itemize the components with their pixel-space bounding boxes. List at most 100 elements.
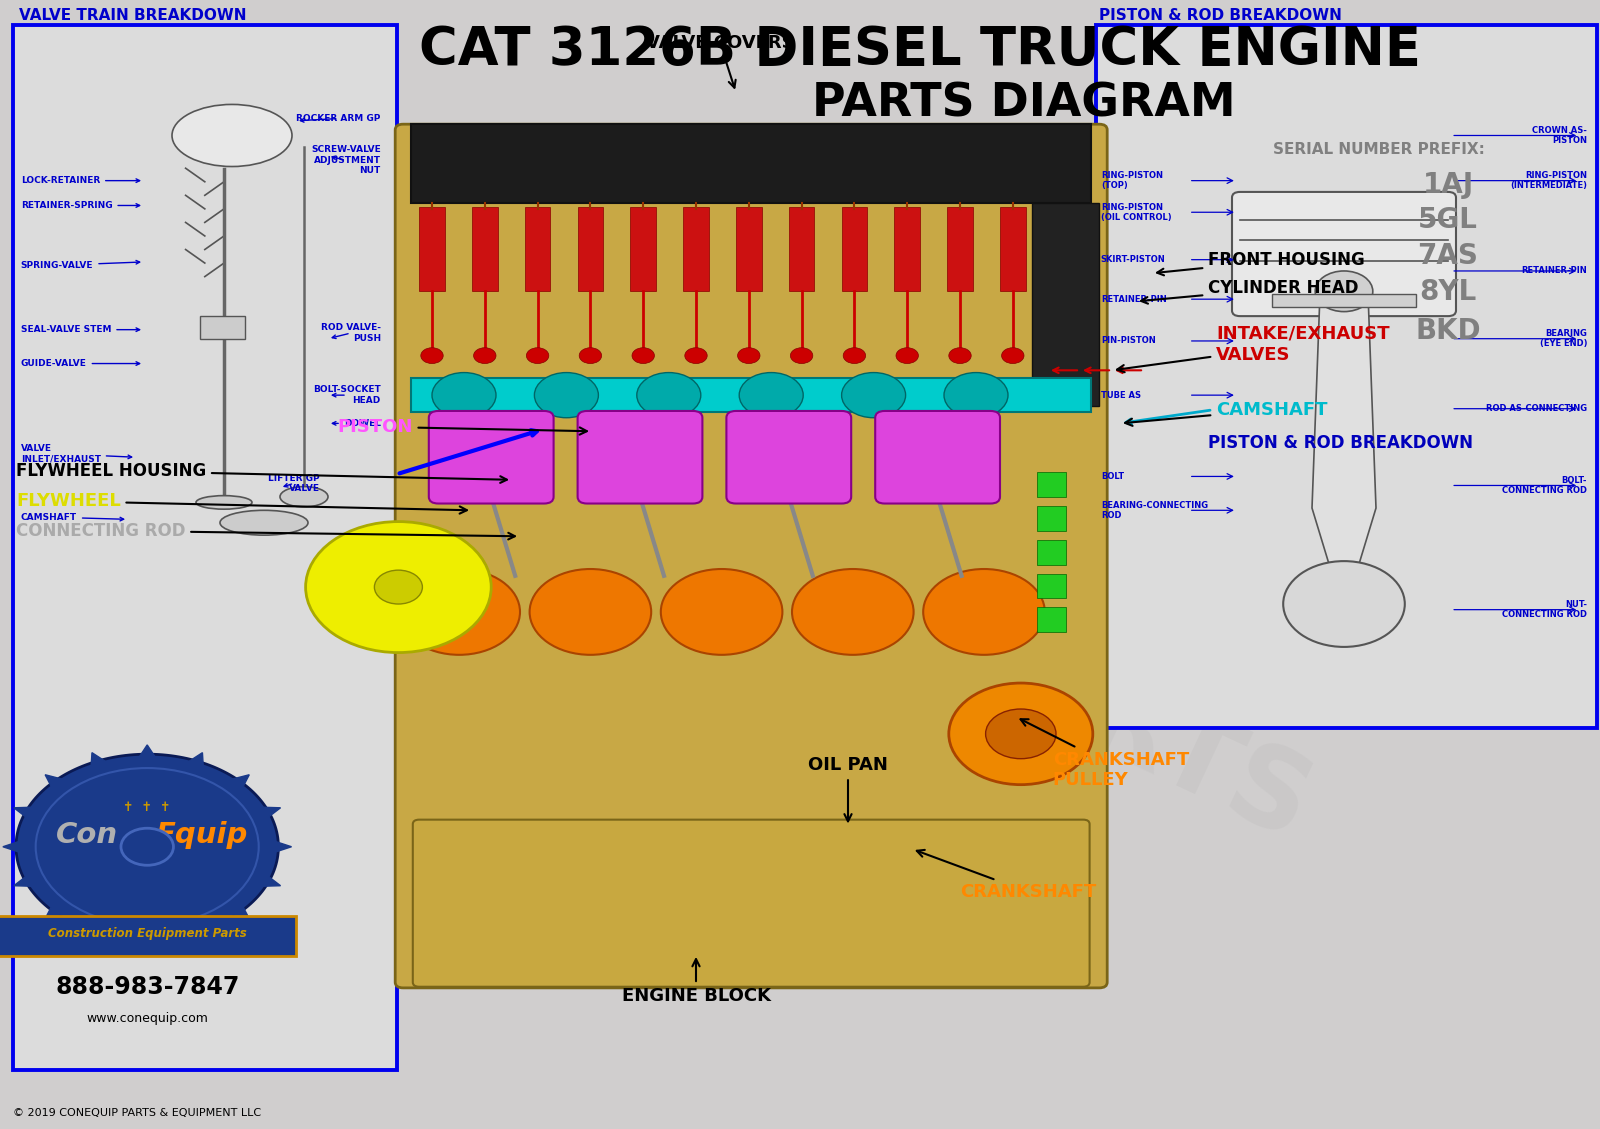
Circle shape (1283, 561, 1405, 647)
Circle shape (474, 348, 496, 364)
Polygon shape (16, 754, 278, 939)
Circle shape (122, 829, 173, 865)
Polygon shape (248, 868, 280, 886)
Text: BKD: BKD (1414, 317, 1482, 344)
Text: CYLINDER HEAD: CYLINDER HEAD (1141, 279, 1358, 304)
Text: SKIRT-PISTON: SKIRT-PISTON (1101, 255, 1165, 264)
FancyBboxPatch shape (13, 25, 397, 1070)
Text: 8YL: 8YL (1419, 279, 1477, 306)
FancyBboxPatch shape (726, 411, 851, 504)
Bar (525, 207, 550, 291)
Circle shape (1315, 271, 1373, 312)
Circle shape (306, 522, 491, 653)
Bar (1037, 506, 1066, 531)
Circle shape (738, 348, 760, 364)
Text: ROD AS-CONNECTING: ROD AS-CONNECTING (1486, 404, 1587, 413)
Circle shape (398, 569, 520, 655)
Bar (789, 207, 814, 291)
Polygon shape (91, 753, 117, 776)
Bar (683, 207, 709, 291)
FancyBboxPatch shape (1232, 192, 1456, 316)
Circle shape (790, 348, 813, 364)
Circle shape (374, 570, 422, 604)
Bar (411, 378, 1091, 412)
Text: LIFTER GP
VALVE: LIFTER GP VALVE (269, 473, 320, 493)
Text: TUBE AS: TUBE AS (1101, 391, 1141, 400)
Circle shape (685, 348, 707, 364)
Circle shape (526, 348, 549, 364)
Circle shape (35, 768, 259, 926)
Text: CONNECTING ROD: CONNECTING ROD (16, 522, 515, 540)
Text: FLYWHEEL: FLYWHEEL (16, 492, 467, 514)
Polygon shape (14, 868, 46, 886)
Text: RING-PISTON
(TOP): RING-PISTON (TOP) (1101, 170, 1163, 191)
Bar (1037, 472, 1066, 497)
Circle shape (661, 569, 782, 655)
Circle shape (579, 348, 602, 364)
Polygon shape (178, 753, 203, 776)
Ellipse shape (171, 104, 291, 166)
Text: FRONT HOUSING: FRONT HOUSING (1157, 251, 1365, 275)
Text: RING-PISTON
(INTERMEDIATE): RING-PISTON (INTERMEDIATE) (1510, 170, 1587, 191)
Polygon shape (91, 918, 117, 940)
Text: BOLT-SOCKET
HEAD: BOLT-SOCKET HEAD (314, 385, 381, 405)
FancyBboxPatch shape (875, 411, 1000, 504)
Bar (894, 207, 920, 291)
Text: CROWN AS-
PISTON: CROWN AS- PISTON (1533, 125, 1587, 146)
Polygon shape (14, 807, 46, 825)
Text: SPRING-VALVE: SPRING-VALVE (21, 261, 139, 270)
Text: 7AS: 7AS (1418, 243, 1478, 270)
Bar (842, 207, 867, 291)
Polygon shape (3, 837, 32, 857)
Bar (200, 316, 245, 339)
Text: ROD VALVE-
PUSH: ROD VALVE- PUSH (320, 323, 381, 343)
FancyBboxPatch shape (578, 411, 702, 504)
Text: Construction Equipment Parts: Construction Equipment Parts (48, 927, 246, 940)
Bar (419, 207, 445, 291)
Text: 1AJ: 1AJ (1422, 172, 1474, 199)
Text: BEARING
(EYE END): BEARING (EYE END) (1539, 329, 1587, 349)
Ellipse shape (221, 510, 307, 535)
Text: VALVE COVERS: VALVE COVERS (646, 34, 794, 88)
Bar (1037, 574, 1066, 598)
Text: Con: Con (56, 822, 118, 849)
Text: SCREW-VALVE
ADJUSTMENT
NUT: SCREW-VALVE ADJUSTMENT NUT (310, 146, 381, 175)
Ellipse shape (280, 487, 328, 507)
Polygon shape (248, 807, 280, 825)
Bar (1037, 540, 1066, 564)
Polygon shape (1312, 294, 1376, 587)
Text: SERIAL NUMBER PREFIX:: SERIAL NUMBER PREFIX: (1274, 141, 1485, 157)
Bar (736, 207, 762, 291)
Text: VALVE TRAIN BREAKDOWN: VALVE TRAIN BREAKDOWN (19, 8, 246, 23)
Text: © 2019 CONEQUIP PARTS & EQUIPMENT LLC: © 2019 CONEQUIP PARTS & EQUIPMENT LLC (13, 1108, 261, 1118)
Text: CRANKSHAFT: CRANKSHAFT (917, 850, 1096, 901)
Text: PARTS: PARTS (1026, 121, 1278, 286)
Bar (578, 207, 603, 291)
Circle shape (842, 373, 906, 418)
Polygon shape (178, 918, 203, 940)
Text: CAT 3126B DIESEL TRUCK ENGINE: CAT 3126B DIESEL TRUCK ENGINE (419, 24, 1421, 76)
Text: ROCKER ARM GP: ROCKER ARM GP (296, 114, 381, 123)
Text: RETAINER-PIN: RETAINER-PIN (1101, 295, 1166, 304)
Circle shape (530, 569, 651, 655)
Bar (1037, 607, 1066, 632)
FancyBboxPatch shape (1096, 25, 1597, 728)
Text: PIN-PISTON: PIN-PISTON (1101, 336, 1155, 345)
Text: 888-983-7847: 888-983-7847 (54, 974, 240, 999)
Text: PARTS DIAGRAM: PARTS DIAGRAM (813, 81, 1235, 126)
Polygon shape (45, 774, 75, 796)
Polygon shape (219, 774, 250, 796)
Text: RETAINER-SPRING: RETAINER-SPRING (21, 201, 139, 210)
Circle shape (432, 373, 496, 418)
Text: NUT-
CONNECTING ROD: NUT- CONNECTING ROD (1502, 599, 1587, 620)
Bar (411, 124, 1091, 203)
Text: ENGINE BLOCK: ENGINE BLOCK (621, 960, 771, 1005)
Polygon shape (262, 837, 291, 857)
Text: VALVE
INLET/EXHAUST: VALVE INLET/EXHAUST (21, 444, 131, 464)
Polygon shape (133, 745, 162, 765)
Circle shape (944, 373, 1008, 418)
Text: GUIDE-VALVE: GUIDE-VALVE (21, 359, 139, 368)
Text: PISTON & ROD BREAKDOWN: PISTON & ROD BREAKDOWN (1208, 434, 1474, 452)
Text: CAMSHAFT: CAMSHAFT (1125, 401, 1328, 426)
Ellipse shape (197, 496, 253, 509)
